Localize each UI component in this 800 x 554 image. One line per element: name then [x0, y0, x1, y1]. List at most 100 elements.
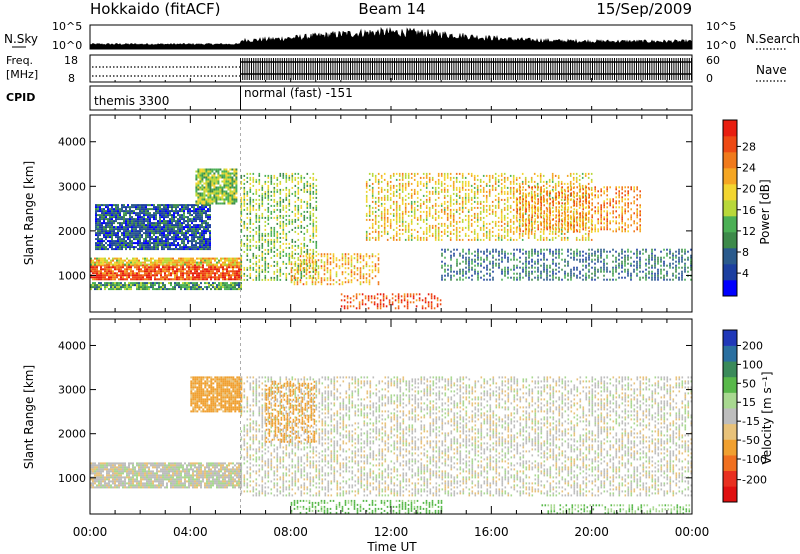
heatmap-cell — [389, 184, 392, 187]
heatmap-cell — [506, 186, 509, 189]
heatmap-cell — [199, 172, 202, 175]
heatmap-cell — [98, 272, 100, 275]
heatmap-cell — [117, 232, 119, 235]
heatmap-cell — [392, 184, 395, 187]
heatmap-cell — [246, 226, 249, 229]
heatmap-cell — [127, 228, 129, 231]
heatmap-cell — [404, 188, 407, 191]
heatmap-cell — [200, 272, 202, 275]
heatmap-cell — [252, 178, 255, 181]
heatmap-cell — [311, 259, 314, 262]
heatmap-cell — [113, 204, 115, 207]
heatmap-cell — [255, 268, 258, 271]
heatmap-cell — [118, 286, 120, 289]
heatmap-cell — [308, 259, 311, 262]
heatmap-cell — [209, 194, 212, 197]
heatmap-cell — [165, 206, 167, 209]
heatmap-cell — [147, 226, 149, 229]
heatmap-cell — [404, 238, 407, 241]
heatmap-cell — [428, 234, 431, 237]
heatmap-cell — [467, 218, 470, 221]
heatmap-cell — [294, 192, 297, 195]
heatmap-cell — [100, 274, 102, 277]
heatmap-cell — [203, 182, 206, 185]
heatmap-cell — [485, 230, 488, 233]
heatmap-cell — [261, 252, 264, 255]
heatmap-cell — [392, 192, 395, 195]
heatmap-cell — [312, 270, 315, 273]
heatmap-cell — [497, 216, 500, 219]
heatmap-cell — [443, 210, 446, 213]
heatmap-cell — [105, 228, 107, 231]
heatmap-cell — [212, 257, 214, 260]
heatmap-cell — [217, 194, 220, 197]
heatmap-cell — [240, 206, 243, 209]
heatmap-cell — [218, 270, 220, 273]
heatmap-cell — [95, 244, 97, 247]
heatmap-cell — [425, 212, 428, 215]
heatmap-cell — [279, 200, 282, 203]
heatmap-cell — [467, 180, 470, 183]
heatmap-cell — [232, 270, 234, 273]
heatmap-cell — [146, 259, 148, 262]
heatmap-cell — [243, 220, 246, 223]
heatmap-cell — [424, 299, 427, 302]
heatmap-cell — [208, 284, 210, 287]
heatmap-cell — [374, 196, 377, 199]
heatmap-cell — [392, 174, 395, 177]
heatmap-cell — [155, 222, 157, 225]
heatmap-cell — [92, 286, 94, 289]
heatmap-cell — [371, 186, 374, 189]
heatmap-cell — [264, 274, 267, 277]
heatmap-cell — [252, 252, 255, 255]
heatmap-cell — [434, 188, 437, 191]
heatmap-cell — [111, 230, 113, 233]
heatmap-cell — [157, 208, 159, 211]
heatmap-cell — [121, 206, 123, 209]
heatmap-cell — [291, 222, 294, 225]
heatmap-cell — [195, 242, 197, 245]
heatmap-cell — [200, 270, 202, 273]
heatmap-cell — [154, 276, 156, 279]
heatmap-cell — [145, 210, 147, 213]
heatmap-cell — [130, 259, 132, 262]
heatmap-cell — [329, 263, 332, 266]
heatmap-cell — [467, 192, 470, 195]
heatmap-cell — [208, 286, 210, 289]
heatmap-cell — [243, 226, 246, 229]
heatmap-cell — [294, 184, 297, 187]
heatmap-cell — [309, 206, 312, 209]
heatmap-cell — [212, 263, 214, 266]
heatmap-cell — [159, 220, 161, 223]
heatmap-cell — [95, 226, 97, 229]
heatmap-cell — [173, 240, 175, 243]
heatmap-cell — [155, 210, 157, 213]
heatmap-cell — [199, 228, 201, 231]
heatmap-cell — [167, 208, 169, 211]
heatmap-cell — [213, 188, 216, 191]
heatmap-cell — [370, 295, 373, 298]
heatmap-cell — [427, 303, 430, 306]
heatmap-cell — [125, 218, 127, 221]
heatmap-cell — [395, 190, 398, 193]
heatmap-cell — [470, 172, 473, 175]
heatmap-cell — [117, 212, 119, 215]
heatmap-cell — [131, 206, 133, 209]
heatmap-cell — [488, 174, 491, 177]
heatmap-cell — [461, 176, 464, 179]
heatmap-cell — [270, 248, 273, 251]
heatmap-cell — [201, 194, 204, 197]
heatmap-cell — [279, 246, 282, 249]
heatmap-cell — [199, 234, 201, 237]
heatmap-cell — [494, 172, 497, 175]
heatmap-cell — [255, 218, 258, 221]
heatmap-cell — [175, 236, 177, 239]
heatmap-cell — [163, 234, 165, 237]
heatmap-cell — [368, 184, 371, 187]
heatmap-cell — [406, 303, 409, 306]
heatmap-cell — [115, 204, 117, 207]
heatmap-cell — [150, 263, 152, 266]
heatmap-cell — [110, 270, 112, 273]
heatmap-cell — [273, 240, 276, 243]
heatmap-cell — [100, 263, 102, 266]
